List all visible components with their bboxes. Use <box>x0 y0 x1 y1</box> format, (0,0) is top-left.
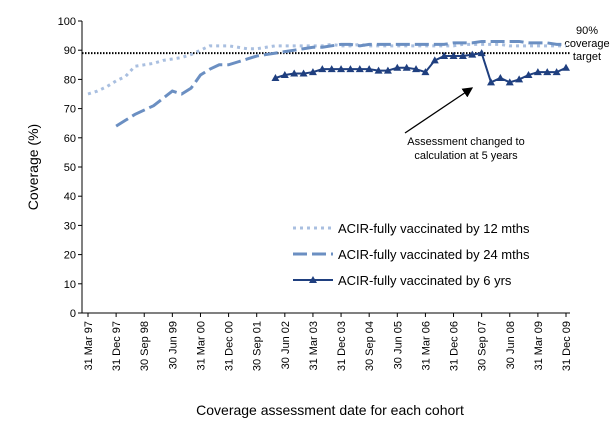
y-tick-label: 20 <box>64 250 76 262</box>
point-marker <box>308 68 317 76</box>
point-marker <box>421 68 430 76</box>
y-tick-label: 90 <box>64 45 76 57</box>
point-marker <box>496 73 505 81</box>
annotation: calculation at 5 years <box>414 150 518 162</box>
x-tick-label: 31 Mar 00 <box>195 321 207 371</box>
x-tick-label: 30 Sep 01 <box>252 321 264 371</box>
target-label: 90% <box>576 25 598 37</box>
point-marker <box>412 65 421 73</box>
x-tick-label: 31 Mar 97 <box>83 321 95 371</box>
y-axis-title: Coverage (%) <box>25 124 41 210</box>
point-marker <box>487 78 496 86</box>
x-tick-label: 31 Dec 03 <box>336 321 348 371</box>
x-tick-label: 30 Sep 98 <box>139 321 151 371</box>
y-tick-label: 50 <box>64 162 76 174</box>
point-marker <box>533 68 542 76</box>
legend-label: ACIR-fully vaccinated by 12 mths <box>338 221 530 236</box>
point-marker <box>374 66 383 74</box>
point-marker <box>290 69 299 77</box>
point-marker <box>552 68 561 76</box>
point-marker <box>355 65 364 73</box>
point-marker <box>468 50 477 58</box>
y-tick-label: 0 <box>70 308 76 320</box>
legend-label: ACIR-fully vaccinated by 6 yrs <box>338 273 512 288</box>
point-marker <box>402 63 411 71</box>
x-tick-label: 31 Dec 00 <box>224 321 236 371</box>
y-tick-label: 10 <box>64 279 76 291</box>
point-marker <box>383 66 392 74</box>
y-tick-label: 100 <box>58 16 76 28</box>
x-tick-label: 31 Dec 06 <box>449 321 461 371</box>
x-tick-label: 30 Jun 02 <box>280 321 292 369</box>
target-label: target <box>573 51 601 63</box>
x-axis-title: Coverage assessment date for each cohort <box>196 402 464 418</box>
point-marker <box>271 73 280 81</box>
point-marker <box>393 63 402 71</box>
annotation-arrow <box>404 87 474 134</box>
point-marker <box>505 78 514 86</box>
point-marker <box>515 75 524 83</box>
point-marker <box>430 56 439 64</box>
point-marker <box>449 52 458 60</box>
x-tick-label: 31 Mar 09 <box>533 321 545 371</box>
point-marker <box>458 52 467 60</box>
point-marker <box>318 65 327 73</box>
x-tick-label: 30 Sep 04 <box>364 321 376 371</box>
y-tick-label: 80 <box>64 74 76 86</box>
x-tick-label: 31 Mar 06 <box>420 321 432 371</box>
y-tick-label: 70 <box>64 104 76 116</box>
y-tick-label: 40 <box>64 191 76 203</box>
point-marker <box>543 68 552 76</box>
x-tick-label: 30 Jun 99 <box>167 321 179 369</box>
point-marker <box>365 65 374 73</box>
point-marker <box>440 52 449 60</box>
point-marker <box>299 69 308 77</box>
series-line <box>275 52 567 84</box>
legend-label: ACIR-fully vaccinated by 24 mths <box>338 247 530 262</box>
x-tick-label: 30 Jun 08 <box>505 321 517 369</box>
x-tick-label: 30 Sep 07 <box>477 321 489 371</box>
point-marker <box>337 65 346 73</box>
x-tick-label: 30 Jun 05 <box>392 321 404 369</box>
y-tick-label: 30 <box>64 220 76 232</box>
point-marker <box>346 65 355 73</box>
x-tick-label: 31 Dec 97 <box>111 321 123 371</box>
point-marker <box>327 65 336 73</box>
y-tick-label: 60 <box>64 133 76 145</box>
series-line <box>115 39 566 128</box>
x-tick-label: 31 Dec 09 <box>561 321 573 371</box>
legend-marker <box>309 276 317 283</box>
point-marker <box>524 71 533 79</box>
annotation: Assessment changed to <box>407 136 524 148</box>
target-label: coverage <box>564 38 609 50</box>
point-marker <box>477 49 486 57</box>
x-tick-label: 31 Mar 03 <box>308 321 320 371</box>
point-marker <box>280 71 289 79</box>
point-marker <box>562 63 570 71</box>
